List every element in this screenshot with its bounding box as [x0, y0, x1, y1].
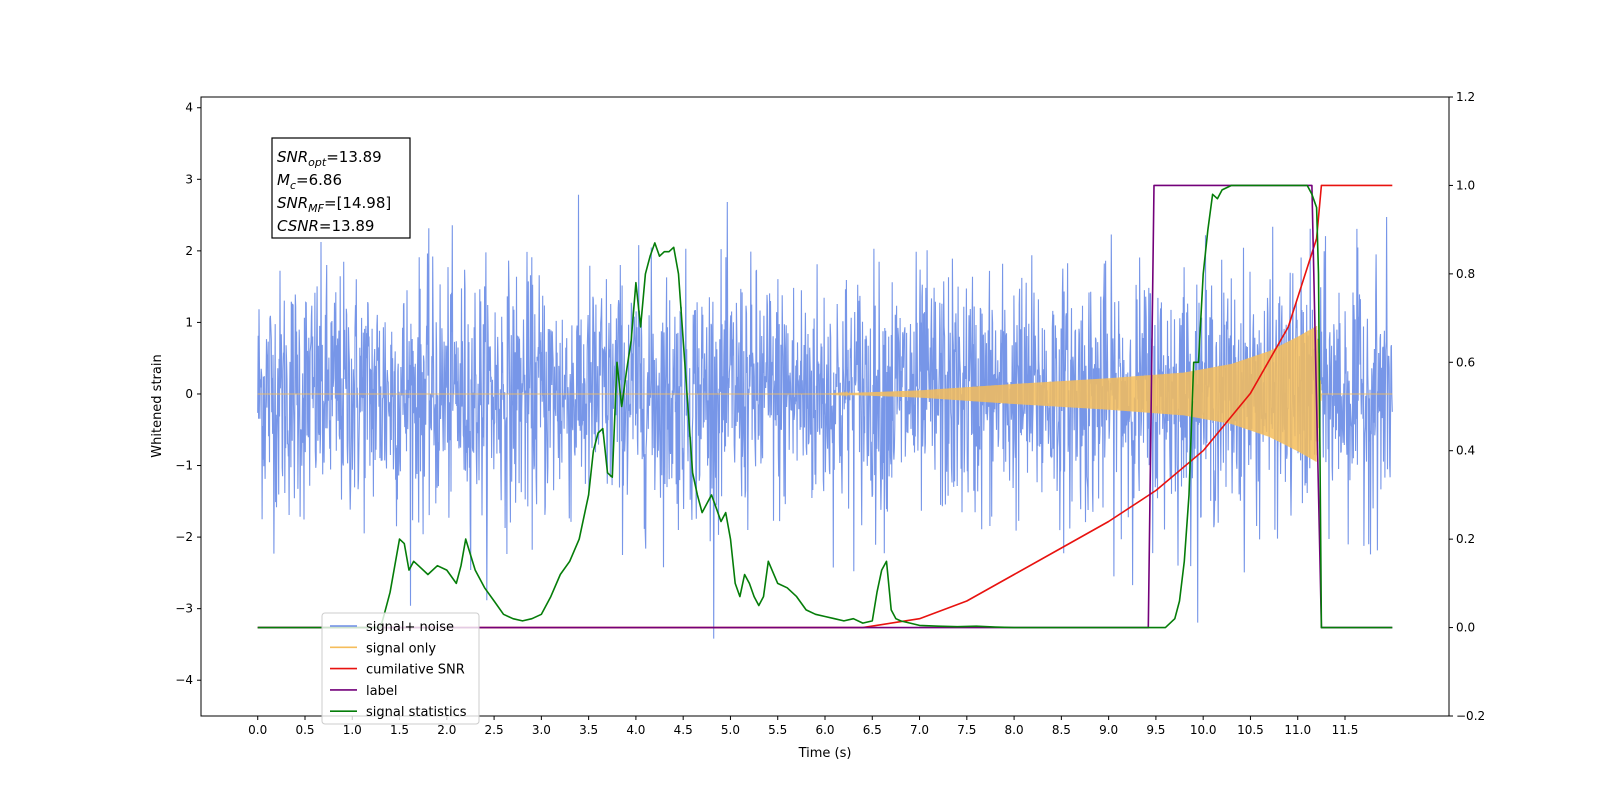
x-tick-label: 8.5 [1052, 723, 1071, 737]
x-tick-label: 10.5 [1237, 723, 1264, 737]
y-right-tick-label: 1.0 [1456, 178, 1475, 192]
x-tick-label: 1.0 [343, 723, 362, 737]
y-left-tick-label: −4 [175, 673, 193, 687]
x-axis-label: Time (s) [798, 746, 852, 761]
series-cumulative-snr [257, 184, 1393, 629]
y-left-tick-label: −1 [175, 459, 193, 473]
y-right-tick-label: −0.2 [1456, 709, 1485, 723]
series-signal-only [257, 325, 1393, 462]
y-right-tick-label: 0.2 [1456, 532, 1475, 546]
x-tick-label: 8.0 [1005, 723, 1024, 737]
x-tick-label: 7.0 [910, 723, 929, 737]
x-tick-label: 6.0 [815, 723, 834, 737]
x-tick-label: 5.5 [768, 723, 787, 737]
info-box-line: SNRMF=[14.98] [277, 194, 391, 215]
y-left-tick-label: 0 [185, 387, 193, 401]
y-right-tick-label: 1.2 [1456, 90, 1475, 104]
info-box-line: Mc=6.86 [277, 171, 342, 192]
y-left-tick-label: 3 [185, 172, 193, 186]
x-tick-label: 1.5 [390, 723, 409, 737]
x-tick-label: 11.5 [1332, 723, 1359, 737]
y-left-tick-label: 2 [185, 244, 193, 258]
y-left-tick-label: 1 [185, 315, 193, 329]
y-axis-label: Whitened strain [150, 354, 165, 457]
legend-label: label [366, 684, 397, 699]
legend: signal+ noise signal only cumilative SNR la… [321, 612, 480, 725]
x-tick-label: 7.5 [957, 723, 976, 737]
x-tick-label: 6.5 [863, 723, 882, 737]
x-tick-label: 2.0 [437, 723, 456, 737]
legend-label: cumilative SNR [366, 663, 465, 678]
x-tick-label: 9.5 [1146, 723, 1165, 737]
y-left-tick-label: −3 [175, 602, 193, 616]
y-left-tick-label: −2 [175, 530, 193, 544]
x-tick-label: 4.5 [674, 723, 693, 737]
x-tick-label: 0.5 [295, 723, 314, 737]
x-tick-label: 2.5 [485, 723, 504, 737]
x-tick-label: 5.0 [721, 723, 740, 737]
x-tick-label: 3.5 [579, 723, 598, 737]
y-right-tick-label: 0.4 [1456, 444, 1475, 458]
legend-label: signal only [366, 641, 436, 656]
info-box-line: SNRopt=13.89 [277, 148, 382, 169]
x-tick-label: 3.0 [532, 723, 551, 737]
series-signal-statistics [257, 184, 1393, 629]
x-tick-label: 10.0 [1190, 723, 1217, 737]
x-tick-label: 4.0 [626, 723, 645, 737]
y-left-tick-label: 4 [185, 101, 193, 115]
x-tick-label: 0.0 [248, 723, 267, 737]
info-box-line: CSNR=13.89 [277, 217, 374, 235]
y-right-tick-label: 0.6 [1456, 355, 1475, 369]
legend-label: signal statistics [366, 705, 467, 720]
x-tick-label: 9.0 [1099, 723, 1118, 737]
y-right-tick-label: 0.0 [1456, 621, 1475, 635]
legend-label: signal+ noise [366, 620, 454, 635]
x-tick-label: 11.0 [1284, 723, 1311, 737]
y-right-tick-label: 0.8 [1456, 267, 1475, 281]
